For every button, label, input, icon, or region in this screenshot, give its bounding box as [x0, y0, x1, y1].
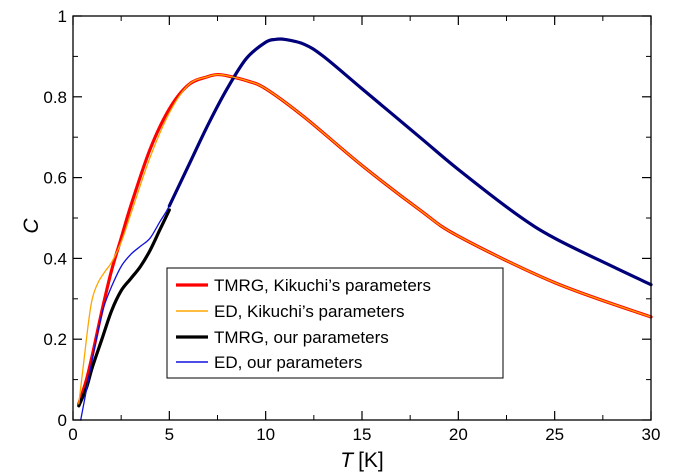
x-tick-label: 5	[165, 425, 174, 444]
y-tick-label: 0.4	[43, 249, 67, 268]
x-tick-label: 15	[353, 425, 372, 444]
legend-label-ed-kikuchi: ED, Kikuchi’s parameters	[214, 302, 405, 321]
y-tick-label: 0.6	[43, 169, 67, 188]
legend: TMRG, Kikuchi’s parameters ED, Kikuchi’s…	[166, 267, 504, 379]
series-layer	[77, 37, 653, 421]
series-tmrg-ours-highT-line	[167, 37, 653, 287]
x-tick-label: 25	[545, 425, 564, 444]
y-tick-label: 0	[58, 411, 67, 430]
series-ed-kikuchi-line	[78, 73, 652, 405]
x-axis-unit: [K]	[358, 449, 384, 472]
y-tick-label: 1	[58, 7, 67, 26]
legend-label-tmrg-kikuchi: TMRG, Kikuchi’s parameters	[214, 276, 431, 295]
x-tick-label: 0	[68, 425, 77, 444]
y-tick-label: 0.2	[43, 330, 67, 349]
x-tick-label: 10	[256, 425, 275, 444]
legend-label-ed-ours: ED, our parameters	[214, 353, 362, 372]
legend-label-tmrg-ours: TMRG, our parameters	[214, 328, 389, 347]
x-axis-symbol: T	[340, 449, 355, 472]
x-tick-label: 30	[642, 425, 661, 444]
y-tick-label: 0.8	[43, 88, 67, 107]
tick-layer: 0 5 10 15 20 25 30 0 0.2 0.4 0.6 0.8 1	[43, 7, 660, 444]
x-tick-label: 20	[449, 425, 468, 444]
y-axis-label: C	[20, 218, 43, 234]
legend-box	[166, 267, 504, 379]
x-axis-label: T [K]	[340, 449, 384, 472]
series-tmrg-ours-line	[77, 208, 171, 408]
